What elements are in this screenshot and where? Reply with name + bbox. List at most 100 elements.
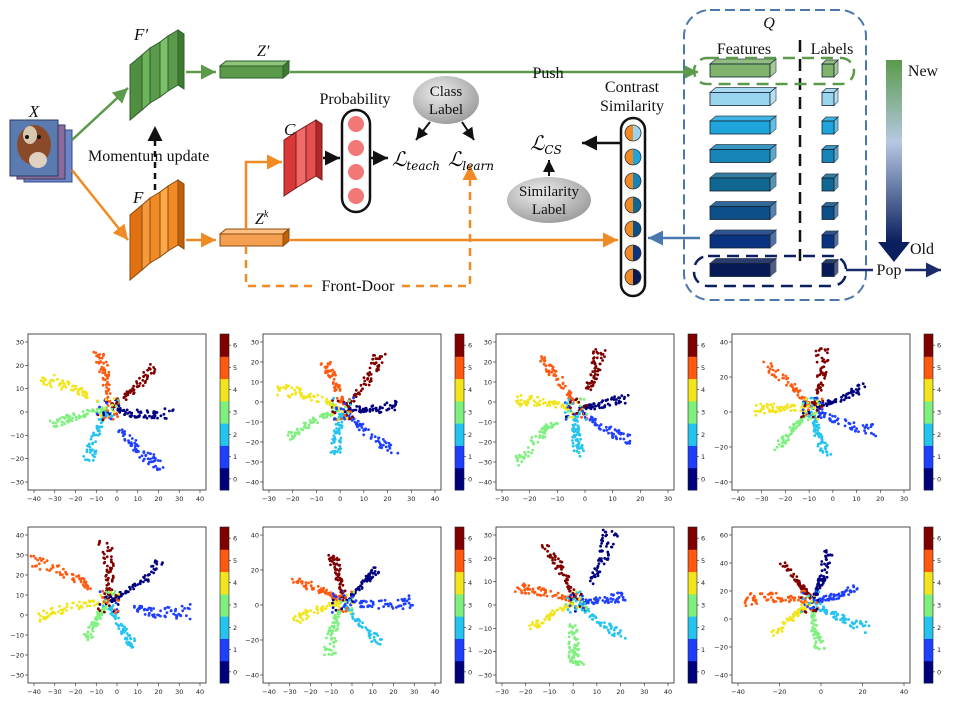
scatter-point <box>828 413 832 416</box>
y-tick-label: 0 <box>488 602 492 610</box>
scatter-point <box>91 408 94 411</box>
x-tick-label: 10 <box>360 495 368 503</box>
queue-label-cube <box>821 177 835 192</box>
colorbar-tick-label: 3 <box>701 602 705 610</box>
scatter-point <box>105 590 108 594</box>
scatter-point <box>787 438 790 442</box>
probability-label: Probability <box>319 91 390 108</box>
scatter-point <box>560 560 564 564</box>
scatter-point <box>816 593 819 596</box>
scatter-point <box>104 599 108 602</box>
scatter-point <box>340 414 343 417</box>
x-tick-label: 40 <box>196 688 204 696</box>
scatter-point <box>356 424 360 428</box>
colorbar-segment <box>455 356 464 380</box>
scatter-point <box>594 598 598 602</box>
scatter-point <box>777 443 781 446</box>
scatter-point <box>341 598 345 602</box>
scatter-point <box>550 370 554 374</box>
scatter-point <box>792 572 796 576</box>
scatter-point <box>107 576 110 580</box>
scatter-point <box>34 564 37 568</box>
queue-rows <box>708 58 839 278</box>
x-tick-label: 10 <box>593 688 601 696</box>
scatter-point <box>121 431 124 434</box>
scatter-point <box>353 420 357 424</box>
scatter-point <box>807 601 811 605</box>
scatter-point <box>337 412 341 416</box>
scatter-point <box>566 585 569 589</box>
scatter-point <box>528 397 532 401</box>
x-tick-label: 30 <box>175 688 183 696</box>
x-tick-label: −20 <box>773 688 787 696</box>
scatter-point <box>819 602 822 606</box>
scatter-point <box>573 624 577 627</box>
scatter-point <box>584 607 588 611</box>
scatter-point <box>117 624 120 628</box>
scatter-point <box>96 428 100 432</box>
scatter-point <box>52 610 56 614</box>
scatter-point <box>755 602 759 605</box>
probability-vector <box>340 108 372 214</box>
scatter-point <box>111 604 115 607</box>
scatter-point <box>361 407 365 411</box>
scatter-point <box>323 645 326 649</box>
scatter-point <box>620 592 624 596</box>
scatter-point <box>358 423 362 427</box>
scatter-point <box>812 598 816 602</box>
scatter-point <box>57 564 61 567</box>
scatter-point <box>77 392 81 396</box>
scatter-point <box>368 636 372 640</box>
scatter-point <box>770 630 774 634</box>
scatter-point <box>857 383 861 387</box>
scatter-point <box>146 608 150 611</box>
scatter-point <box>38 556 42 560</box>
scatter-point <box>312 611 316 614</box>
scatter-point <box>316 584 320 588</box>
scatter-point <box>331 606 335 609</box>
scatter-point <box>61 385 65 389</box>
scatter-point <box>87 626 90 629</box>
scatter-point <box>150 460 154 464</box>
scatter-point <box>347 608 350 612</box>
scatter-point <box>744 604 748 608</box>
scatter-point <box>94 351 98 355</box>
scatter-point <box>608 631 611 634</box>
scatter-point <box>622 437 626 441</box>
scatter-point <box>354 599 358 603</box>
scatter-point <box>138 582 142 586</box>
scatter-point <box>821 451 825 454</box>
colorbar-segment <box>924 400 933 424</box>
scatter-point <box>106 549 109 553</box>
scatter-point <box>604 425 608 429</box>
scatter-point <box>161 561 164 565</box>
scatter-point <box>103 371 107 375</box>
scatter-point <box>345 402 348 405</box>
scatter-point <box>91 629 95 633</box>
scatter-point <box>332 626 336 630</box>
scatter-point <box>49 385 53 389</box>
scatter-point <box>850 621 854 624</box>
scatter-point <box>36 558 40 562</box>
scatter-point <box>839 618 842 622</box>
scatter-point <box>159 414 163 418</box>
scatter-point <box>777 378 781 382</box>
scatter-point <box>794 408 797 412</box>
scatter-point <box>566 578 570 582</box>
scatter-point <box>791 618 795 622</box>
scatter-point <box>784 433 788 437</box>
scatter-point <box>129 587 132 591</box>
scatter-point <box>572 588 576 591</box>
scatter-point <box>606 398 609 401</box>
scatter-point <box>332 561 336 565</box>
scatter-point <box>68 415 72 418</box>
scatter-point <box>842 594 845 597</box>
scatter-point <box>44 378 47 382</box>
scatter-point <box>345 593 349 597</box>
scatter-point <box>156 468 159 472</box>
scatter-point <box>372 635 376 639</box>
colorbar-tick-label: 0 <box>233 668 237 676</box>
scatter-point <box>74 387 78 390</box>
